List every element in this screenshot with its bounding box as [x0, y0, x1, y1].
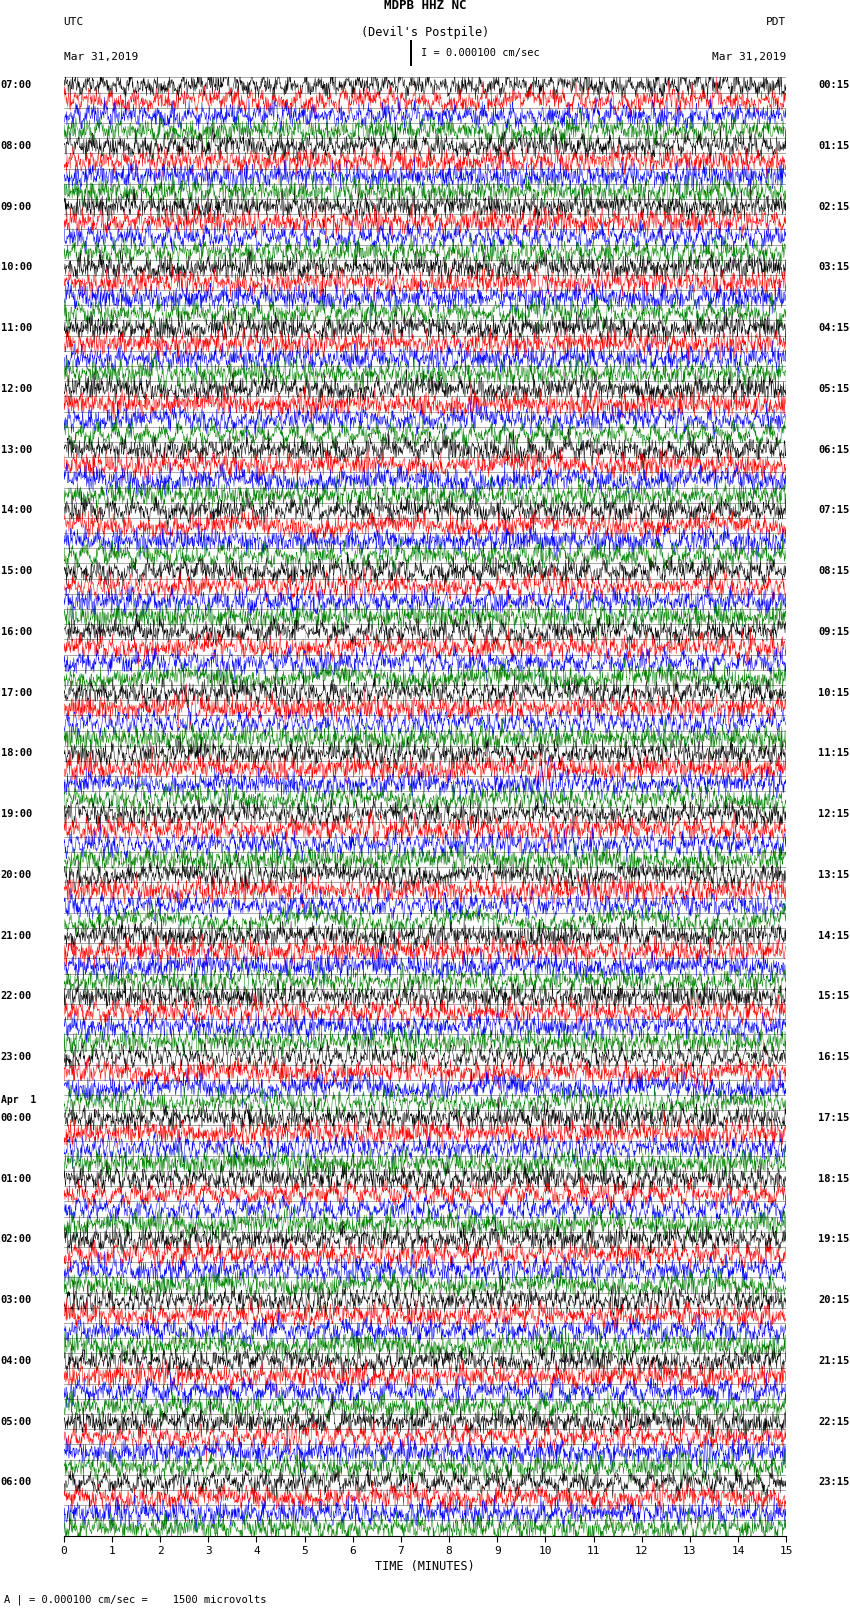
X-axis label: TIME (MINUTES): TIME (MINUTES)	[375, 1560, 475, 1573]
Text: PDT: PDT	[766, 18, 786, 27]
Text: Mar 31,2019: Mar 31,2019	[712, 52, 786, 61]
Text: 09:00: 09:00	[1, 202, 32, 211]
Text: 03:15: 03:15	[818, 263, 849, 273]
Text: 04:15: 04:15	[818, 323, 849, 332]
Text: 01:15: 01:15	[818, 140, 849, 150]
Text: UTC: UTC	[64, 18, 84, 27]
Text: 06:15: 06:15	[818, 445, 849, 455]
Text: Mar 31,2019: Mar 31,2019	[64, 52, 138, 61]
Text: 02:00: 02:00	[1, 1234, 32, 1244]
Text: 20:00: 20:00	[1, 869, 32, 879]
Text: 04:00: 04:00	[1, 1357, 32, 1366]
Text: 22:15: 22:15	[818, 1416, 849, 1426]
Text: 05:00: 05:00	[1, 1416, 32, 1426]
Text: 13:15: 13:15	[818, 869, 849, 879]
Text: 08:00: 08:00	[1, 140, 32, 150]
Text: 16:15: 16:15	[818, 1052, 849, 1061]
Text: A | = 0.000100 cm/sec =    1500 microvolts: A | = 0.000100 cm/sec = 1500 microvolts	[4, 1594, 267, 1605]
Text: Apr  1: Apr 1	[1, 1095, 36, 1105]
Text: 18:15: 18:15	[818, 1174, 849, 1184]
Text: 12:00: 12:00	[1, 384, 32, 394]
Text: 23:15: 23:15	[818, 1478, 849, 1487]
Text: 03:00: 03:00	[1, 1295, 32, 1305]
Text: 14:15: 14:15	[818, 931, 849, 940]
Text: 11:15: 11:15	[818, 748, 849, 758]
Text: 20:15: 20:15	[818, 1295, 849, 1305]
Text: 17:00: 17:00	[1, 687, 32, 697]
Text: 00:15: 00:15	[818, 81, 849, 90]
Text: 00:00: 00:00	[1, 1113, 32, 1123]
Text: I = 0.000100 cm/sec: I = 0.000100 cm/sec	[421, 48, 540, 58]
Text: 09:15: 09:15	[818, 627, 849, 637]
Text: 13:00: 13:00	[1, 445, 32, 455]
Text: 05:15: 05:15	[818, 384, 849, 394]
Text: 22:00: 22:00	[1, 992, 32, 1002]
Text: 07:15: 07:15	[818, 505, 849, 515]
Text: 19:00: 19:00	[1, 810, 32, 819]
Text: 10:15: 10:15	[818, 687, 849, 697]
Text: 08:15: 08:15	[818, 566, 849, 576]
Text: 19:15: 19:15	[818, 1234, 849, 1244]
Text: 15:00: 15:00	[1, 566, 32, 576]
Text: 21:15: 21:15	[818, 1357, 849, 1366]
Text: (Devil's Postpile): (Devil's Postpile)	[361, 26, 489, 39]
Text: 15:15: 15:15	[818, 992, 849, 1002]
Text: 16:00: 16:00	[1, 627, 32, 637]
Text: 10:00: 10:00	[1, 263, 32, 273]
Text: 06:00: 06:00	[1, 1478, 32, 1487]
Text: 11:00: 11:00	[1, 323, 32, 332]
Text: 07:00: 07:00	[1, 81, 32, 90]
Text: 14:00: 14:00	[1, 505, 32, 515]
Text: MDPB HHZ NC: MDPB HHZ NC	[383, 0, 467, 11]
Text: 18:00: 18:00	[1, 748, 32, 758]
Text: 12:15: 12:15	[818, 810, 849, 819]
Text: 01:00: 01:00	[1, 1174, 32, 1184]
Text: 17:15: 17:15	[818, 1113, 849, 1123]
Text: 21:00: 21:00	[1, 931, 32, 940]
Text: 23:00: 23:00	[1, 1052, 32, 1061]
Text: 02:15: 02:15	[818, 202, 849, 211]
